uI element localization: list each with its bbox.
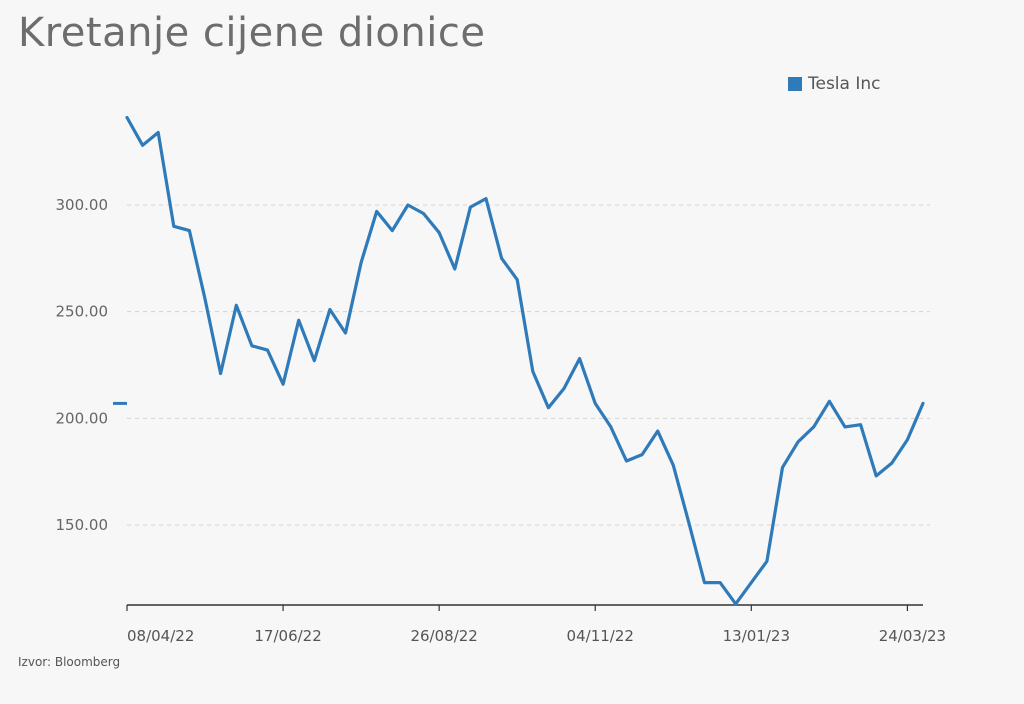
y-tick-label: 250.00 — [56, 303, 109, 321]
x-tick-label: 13/01/23 — [723, 627, 790, 645]
legend: Tesla Inc — [788, 74, 881, 94]
y-tick-label: 150.00 — [56, 516, 109, 534]
x-tick-label: 04/11/22 — [567, 627, 634, 645]
series-layer — [125, 115, 925, 606]
y-axis: 150.00 200.00 250.00 300.00 — [56, 196, 109, 534]
legend-swatch — [788, 77, 802, 91]
x-tick-label: 08/04/22 — [127, 627, 194, 645]
chart-title: Kretanje cijene dionice — [18, 10, 486, 56]
x-tick-label: 26/08/22 — [410, 627, 477, 645]
x-axis: 08/04/22 17/06/22 26/08/22 04/11/22 13/01/23… — [126, 604, 946, 645]
gridlines — [127, 204, 930, 526]
y-tick-label: 200.00 — [56, 409, 109, 427]
x-tick-label: 17/06/22 — [254, 627, 321, 645]
source-note: Izvor: Bloomberg — [18, 655, 121, 669]
x-tick-label: 24/03/23 — [879, 627, 946, 645]
y-tick-label: 300.00 — [56, 196, 109, 214]
series-line-tesla — [125, 115, 925, 606]
legend-label: Tesla Inc — [808, 74, 881, 94]
